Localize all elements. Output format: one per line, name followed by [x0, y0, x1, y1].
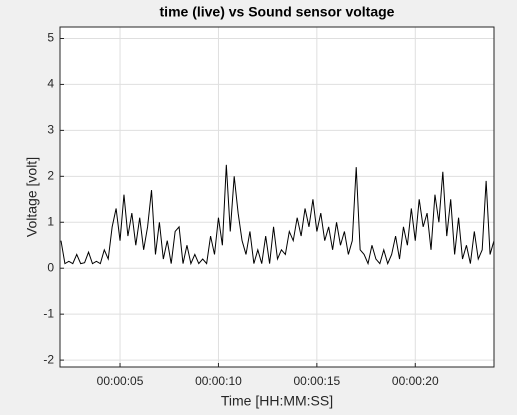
y-tick-label: 0 [47, 260, 54, 274]
x-axis-label: Time [HH:MM:SS] [221, 393, 333, 409]
y-tick-label: 5 [47, 31, 54, 45]
x-tick-label: 00:00:15 [293, 374, 340, 388]
x-tick-label: 00:00:20 [392, 374, 439, 388]
y-tick-label: -1 [43, 306, 54, 320]
data-line [60, 164, 495, 266]
chart-title: time (live) vs Sound sensor voltage [160, 4, 395, 20]
y-tick-label: 1 [47, 214, 54, 228]
y-tick-label: 2 [47, 168, 54, 182]
y-tick-label: 3 [47, 123, 54, 137]
y-axis-label: Voltage [volt] [24, 157, 40, 237]
x-tick-label: 00:00:05 [97, 374, 144, 388]
axes-box [59, 26, 495, 368]
x-tick-label: 00:00:10 [195, 374, 242, 388]
y-tick-label: -2 [43, 352, 54, 366]
y-tick-label: 4 [47, 77, 54, 91]
plot-area [60, 27, 494, 367]
